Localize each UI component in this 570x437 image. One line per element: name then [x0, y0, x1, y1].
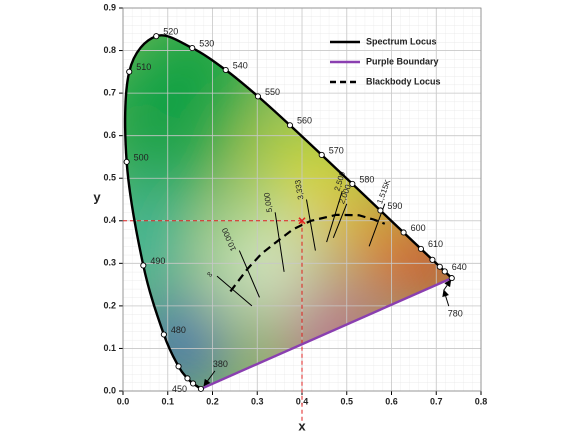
locus-point [429, 256, 436, 263]
locus-point [441, 268, 448, 275]
arrow [203, 370, 216, 387]
x-tick-label: 0.8 [475, 396, 488, 406]
wavelength-label: 550 [265, 87, 280, 97]
isotherm [216, 275, 253, 307]
locus-point [140, 262, 147, 269]
isotherm [274, 212, 285, 272]
locus-point [126, 68, 133, 75]
x-tick-label: 0.3 [251, 396, 264, 406]
arrow [442, 289, 450, 307]
wavelength-label: 380 [213, 359, 228, 369]
y-tick-label: 0.5 [103, 173, 116, 183]
x-tick-label: 0.1 [161, 396, 174, 406]
arrow [443, 279, 452, 291]
wavelength-label: 560 [297, 116, 312, 126]
isotherm-label: ∞ [204, 269, 214, 280]
wavelength-label: 500 [134, 152, 149, 162]
y-tick-label: 0.0 [103, 385, 116, 395]
locus-point [448, 275, 455, 282]
wavelength-label: 490 [150, 256, 165, 266]
locus-point [436, 263, 443, 270]
wavelength-label: 780 [448, 308, 463, 318]
wavelength-label: 510 [136, 62, 151, 72]
locus-point [153, 33, 160, 40]
x-tick-label: 0.6 [385, 396, 398, 406]
y-tick-label: 0.1 [103, 343, 116, 353]
locus-point [222, 66, 229, 74]
locus-point [254, 93, 262, 100]
legend-label: Purple Boundary [366, 56, 439, 66]
locus-point [190, 380, 197, 387]
isotherm [238, 250, 260, 298]
marker-point [298, 217, 306, 225]
y-axis-title: y [93, 189, 101, 204]
y-tick-label: 0.2 [103, 300, 116, 310]
wavelength-label: 610 [428, 239, 443, 249]
x-tick-label: 0.0 [117, 396, 130, 406]
wavelength-label: 540 [233, 60, 248, 70]
series-line [200, 277, 453, 390]
locus-point [400, 229, 407, 236]
series-line [123, 34, 453, 390]
y-tick-label: 0.6 [103, 130, 116, 140]
locus-point [318, 151, 325, 158]
x-tick-label: 0.7 [430, 396, 443, 406]
y-tick-label: 0.4 [103, 215, 116, 225]
y-tick-label: 0.7 [103, 87, 116, 97]
isotherm-label: 5,000 [262, 191, 274, 213]
wavelength-label: 640 [452, 262, 467, 272]
wavelength-label: 590 [387, 201, 402, 211]
isotherm-label: 3,333 [293, 179, 305, 201]
y-tick-label: 0.9 [103, 2, 116, 12]
legend-label: Spectrum Locus [366, 36, 437, 46]
locus-point [184, 375, 191, 382]
y-tick-label: 0.8 [103, 45, 116, 55]
x-tick-label: 0.4 [296, 396, 309, 406]
legend-label: Blackbody Locus [366, 76, 441, 86]
isotherm [305, 199, 316, 251]
locus-point [197, 385, 204, 392]
locus-point [123, 158, 130, 165]
wavelength-label: 520 [163, 27, 178, 37]
locus-point [160, 331, 167, 338]
locus-point [286, 122, 294, 129]
locus-point [189, 44, 196, 52]
series-line [229, 213, 386, 293]
isotherm [332, 203, 348, 238]
wavelength-label: 480 [171, 325, 186, 335]
locus-point [175, 363, 182, 370]
x-tick-label: 0.5 [340, 396, 353, 406]
wavelength-label: 580 [359, 174, 374, 184]
wavelength-label: 570 [329, 145, 344, 155]
y-tick-label: 0.3 [103, 258, 116, 268]
wavelength-label: 600 [411, 223, 426, 233]
locus-point [349, 180, 356, 187]
wavelength-label: 530 [199, 38, 214, 48]
x-axis-title: x [298, 418, 306, 433]
x-tick-label: 0.2 [206, 396, 219, 406]
locus-point [417, 245, 424, 252]
isotherm [326, 190, 343, 243]
locus-point [377, 207, 384, 214]
wavelength-label: 450 [172, 384, 187, 394]
